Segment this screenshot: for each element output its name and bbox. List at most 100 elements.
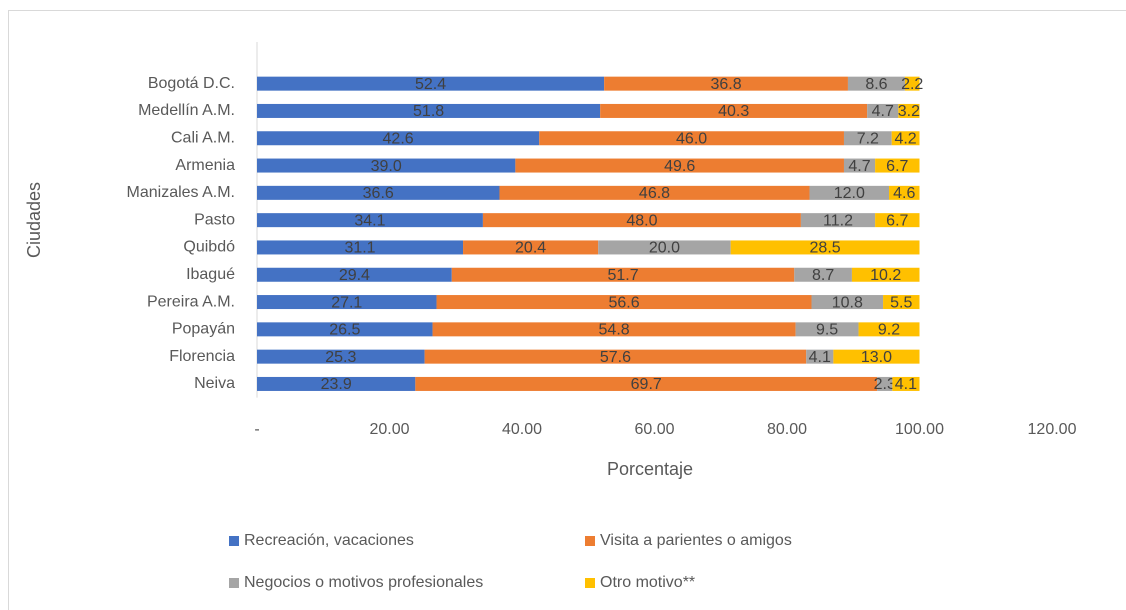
bar-segment: [257, 349, 425, 364]
data-label: 51.7: [607, 267, 638, 284]
data-label: 27.1: [331, 294, 362, 311]
data-label: 6.7: [886, 158, 908, 175]
bar-segment: [257, 240, 464, 255]
bar-segment: [891, 131, 920, 146]
data-label: 51.8: [413, 103, 444, 120]
data-label: 4.6: [893, 185, 915, 202]
bar-segment: [883, 295, 920, 310]
bar-segment: [892, 376, 920, 391]
bar-segment: [904, 76, 920, 91]
data-label: 52.4: [415, 76, 446, 93]
data-label: 36.6: [363, 185, 394, 202]
data-label: 28.5: [810, 240, 841, 257]
bar-segment: [851, 267, 920, 282]
data-label: 42.6: [383, 130, 414, 147]
y-tick-label: Manizales A.M.: [127, 184, 235, 201]
bar-segment: [463, 240, 599, 255]
data-label: 2.3: [874, 376, 896, 393]
x-tick-label: 60.00: [634, 421, 674, 438]
y-tick-label: Neiva: [194, 375, 235, 392]
bar-segment: [482, 213, 801, 228]
x-tick-label: 120.00: [1028, 421, 1077, 438]
bar-segment: [515, 158, 844, 173]
y-tick-label: Ibagué: [186, 266, 235, 283]
data-label: 23.9: [321, 376, 352, 393]
bar-segment: [858, 322, 920, 337]
bar-segment: [875, 158, 920, 173]
bar-segment: [436, 295, 812, 310]
data-label: 8.6: [865, 76, 887, 93]
x-tick-label: 20.00: [369, 421, 409, 438]
data-label: 4.7: [848, 158, 870, 175]
bar-segment: [811, 295, 884, 310]
x-tick-label: 40.00: [502, 421, 542, 438]
data-label: 10.2: [870, 267, 901, 284]
data-label: 12.0: [834, 185, 865, 202]
data-label: 39.0: [371, 158, 402, 175]
bar-segment: [539, 131, 844, 146]
y-tick-label: Popayán: [172, 321, 235, 338]
bar-segment: [867, 103, 899, 118]
data-label: 20.0: [649, 240, 680, 257]
data-label: 56.6: [608, 294, 639, 311]
y-tick-label: Pasto: [194, 211, 235, 228]
y-tick-label: Medellín A.M.: [138, 102, 235, 119]
bar-segment: [257, 185, 500, 200]
bar-segment: [847, 76, 905, 91]
bar-segment: [795, 322, 859, 337]
bar-segment: [257, 103, 601, 118]
legend-swatch: [229, 536, 239, 546]
bar-segment: [257, 76, 605, 91]
x-tick-label: 80.00: [767, 421, 807, 438]
data-label: 3.2: [898, 103, 920, 120]
data-label: 69.7: [631, 376, 662, 393]
bar-segment: [257, 295, 437, 310]
bar-segment: [833, 349, 920, 364]
y-tick-label: Bogotá D.C.: [148, 75, 235, 92]
bar-segment: [794, 267, 852, 282]
bar-segment: [604, 76, 848, 91]
x-axis-title: Porcentaje: [607, 459, 693, 479]
bar-segment: [257, 376, 416, 391]
data-label: 29.4: [339, 267, 370, 284]
data-label: 34.1: [354, 212, 385, 229]
data-label: 4.1: [895, 376, 917, 393]
bar-segment: [257, 213, 483, 228]
data-label: 26.5: [329, 322, 360, 339]
bar-segment: [809, 185, 890, 200]
y-axis-title: Ciudades: [24, 182, 44, 258]
bar-segment: [889, 185, 920, 200]
y-tick-label: Pereira A.M.: [147, 293, 235, 310]
data-label: 31.1: [344, 240, 375, 257]
bar-segment: [875, 213, 920, 228]
y-tick-label: Cali A.M.: [171, 129, 235, 146]
legend-label: Negocios o motivos profesionales: [244, 574, 483, 591]
bar-segment: [843, 131, 892, 146]
data-label: 7.2: [857, 130, 879, 147]
bar-segment: [257, 322, 433, 337]
bar-segment: [806, 349, 834, 364]
bar-segment: [598, 240, 731, 255]
bar-segment: [257, 158, 516, 173]
bar-segment: [600, 103, 868, 118]
bar-segment: [451, 267, 795, 282]
x-tick-label: -: [254, 421, 259, 438]
data-label: 4.1: [809, 349, 831, 366]
data-label: 11.2: [823, 212, 853, 229]
data-label: 10.8: [832, 294, 863, 311]
bar-segment: [898, 103, 920, 118]
data-label: 46.8: [639, 185, 670, 202]
legend-swatch: [229, 578, 239, 588]
data-label: 46.0: [676, 130, 707, 147]
data-label: 49.6: [664, 158, 695, 175]
bar-segment: [843, 158, 876, 173]
y-tick-label: Quibdó: [183, 239, 235, 256]
bar-segment: [730, 240, 920, 255]
data-label: 8.7: [812, 267, 834, 284]
y-tick-label: Florencia: [169, 348, 235, 365]
data-label: 2.2: [901, 76, 923, 93]
y-tick-label: Armenia: [175, 157, 235, 174]
data-label: 36.8: [710, 76, 741, 93]
bar-segment: [257, 131, 540, 146]
